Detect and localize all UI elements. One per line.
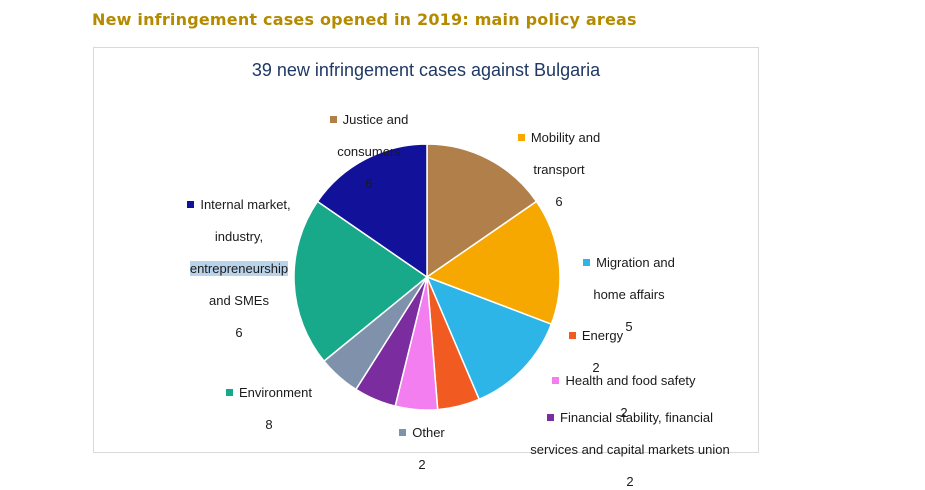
label-internal: Internal market, industry, entrepreneurs… [164, 181, 314, 341]
label-health-value: 2 [620, 405, 628, 420]
label-mobility-value: 6 [555, 194, 563, 209]
label-financial: Financial stability, financial services … [498, 394, 762, 490]
label-other-value: 2 [418, 457, 426, 472]
swatch-environment [226, 389, 233, 396]
label-internal-line3: entrepreneurship [189, 261, 289, 276]
label-mobility: Mobility and transport 6 [499, 114, 619, 210]
label-financial-value: 2 [626, 474, 634, 489]
swatch-health [552, 377, 560, 384]
label-internal-line4: and SMEs [209, 293, 269, 308]
label-migration: Migration and home affairs 5 [564, 239, 694, 335]
pie-chart-frame: 39 new infringement cases against Bulgar… [93, 47, 759, 489]
label-energy: Energy 2 [556, 312, 636, 376]
pie-chart [293, 143, 561, 411]
swatch-migration [583, 259, 591, 266]
swatch-internal [187, 201, 195, 208]
label-environment-value: 8 [265, 417, 273, 432]
label-justice-value: 6 [365, 176, 373, 191]
label-environment-line1: Environment [239, 385, 312, 400]
label-health: Health and food safety 2 [524, 357, 724, 421]
label-environment: Environment 8 [199, 369, 339, 433]
pie-slice-mobility-and-transport [425, 200, 561, 326]
page-heading: New infringement cases opened in 2019: m… [92, 10, 637, 29]
label-internal-line2: industry, [214, 229, 264, 244]
label-health-line1: Health and food safety [565, 373, 696, 388]
pie-slice-environment [293, 200, 429, 363]
label-other: Other 2 [382, 409, 462, 473]
label-energy-value: 2 [592, 360, 600, 375]
label-internal-value: 6 [235, 325, 243, 340]
label-migration-value: 5 [625, 319, 633, 334]
label-financial-line2: services and capital markets union [530, 442, 730, 457]
swatch-energy [568, 332, 576, 339]
pie-slice-justice-and-consumers [426, 143, 538, 279]
pie-slice-internal-market-industry-entrepreneurship-and-smes [316, 143, 428, 279]
swatch-financial [547, 414, 555, 421]
swatch-mobility [517, 134, 525, 141]
label-mobility-line1: Mobility and [530, 130, 601, 145]
label-migration-line2: home affairs [593, 287, 665, 302]
swatch-justice [329, 116, 337, 123]
label-other-line1: Other [412, 425, 445, 440]
label-mobility-line2: transport [533, 162, 585, 177]
pie-slice-migration-and-home-affairs [425, 275, 553, 401]
label-migration-line1: Migration and [596, 255, 675, 270]
label-energy-line1: Energy [581, 328, 624, 343]
label-justice: Justice and consumers 6 [309, 96, 429, 192]
chart-title: 39 new infringement cases against Bulgar… [251, 60, 601, 80]
label-internal-line1: Internal market, [200, 197, 291, 212]
swatch-other [399, 429, 407, 436]
label-justice-line2: consumers [337, 144, 401, 159]
label-justice-line1: Justice and [342, 112, 409, 127]
label-financial-line1: Financial stability, financial [560, 410, 713, 425]
